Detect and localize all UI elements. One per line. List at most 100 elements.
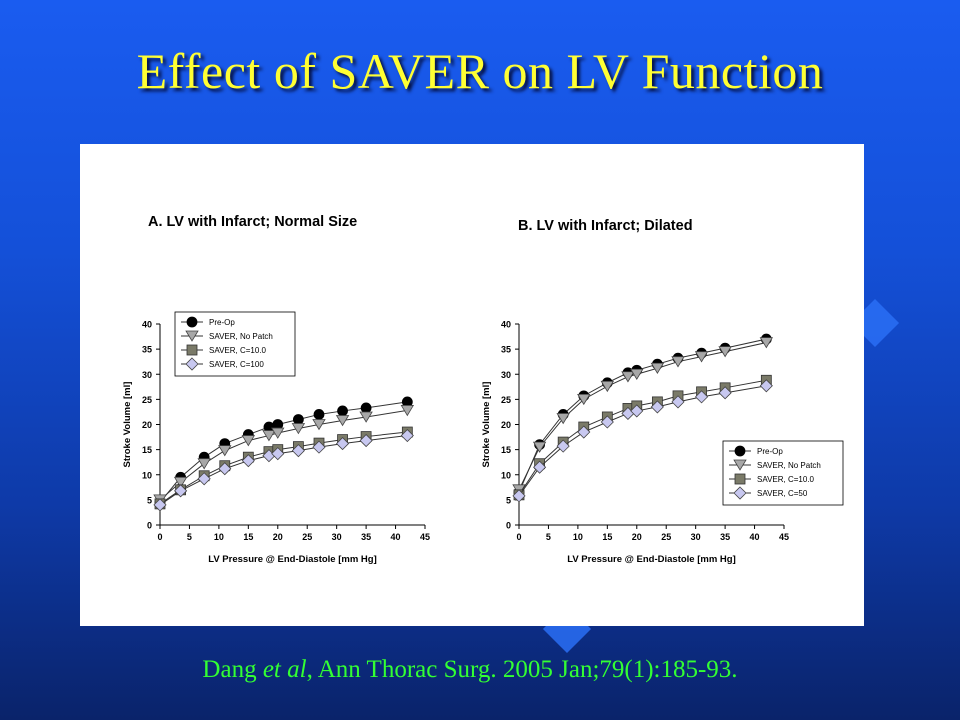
chart-a-data-point: [400, 428, 414, 443]
citation-authors: Dang: [202, 656, 263, 683]
chart-a-data-point: [335, 415, 350, 427]
chart-b-data-point: [650, 400, 664, 414]
chart-b-legend-label: Pre-Op: [757, 447, 783, 456]
chart-b-x-tick-label: 35: [720, 532, 730, 542]
slide-title: Effect of SAVER on LV Function: [136, 43, 824, 99]
chart-b-x-tick-label: 40: [750, 532, 760, 542]
chart-a-data-point: [262, 430, 276, 442]
chart-b-data-point: [671, 356, 685, 368]
chart-b-x-tick-label: 15: [602, 532, 612, 542]
chart-a-data-point: [359, 411, 373, 423]
chart-a-series-line: [159, 401, 408, 503]
chart-a-y-tick-label: 40: [142, 320, 152, 330]
chart-b-data-point: [718, 386, 732, 400]
chart-b-y-tick-label: 0: [506, 521, 511, 531]
chart-a-y-tick-label: 0: [147, 521, 152, 531]
chart-b-data-point: [694, 390, 709, 404]
chart-b-x-tick-label: 25: [661, 532, 671, 542]
chart-b-x-tick-label: 5: [546, 532, 551, 542]
chart-b-y-tick-label: 30: [501, 370, 511, 380]
chart-b-y-tick-label: 25: [501, 395, 511, 405]
chart-a-y-tick-label: 35: [142, 345, 152, 355]
figure-panel: A. LV with Infarct; Normal Size 0 5 10 15 20 2…: [80, 144, 864, 626]
chart-b-legend-marker: [733, 459, 747, 471]
chart-a-legend-marker: [186, 316, 198, 328]
chart-a-legend-marker: [185, 357, 199, 371]
chart-b-data-point: [759, 379, 773, 393]
chart-a-data-point: [197, 472, 211, 486]
chart-b-x-tick-label: 45: [779, 532, 789, 542]
chart-b-legend-label: SAVER, No Patch: [757, 461, 821, 470]
chart-a-x-tick-label: 5: [187, 532, 192, 542]
chart-a-legend-label: SAVER, C=10.0: [209, 346, 267, 355]
chart-a-data-point: [197, 458, 211, 470]
chart-a-data-point: [241, 435, 256, 447]
chart-a-data-point: [292, 414, 304, 425]
chart-a-y-tick-label: 10: [142, 470, 152, 480]
chart-b-legend-marker: [734, 473, 746, 485]
chart-b-y-tick-label: 40: [501, 320, 511, 330]
chart-b-y-label: Stroke Volume [ml]: [481, 382, 492, 468]
chart-b-x-tick-label: 10: [573, 532, 583, 542]
chart-b-x-tick-label: 20: [632, 532, 642, 542]
chart-a-series-line: [159, 409, 408, 501]
chart-a-x-tick-label: 15: [243, 532, 253, 542]
chart-a-data-point: [400, 405, 415, 417]
chart-a-x-tick-label: 35: [361, 532, 371, 542]
chart-a-y-tick-label: 5: [147, 495, 152, 505]
chart-a-y-tick-label: 30: [142, 370, 152, 380]
chart-a-data-point: [312, 440, 326, 454]
chart-b-data-point: [650, 362, 665, 374]
chart-b-y-tick-label: 35: [501, 345, 511, 355]
chart-a-x-tick-label: 25: [302, 532, 312, 542]
chart-a-data-point: [359, 434, 373, 448]
chart-a-x-tick-label: 40: [391, 532, 401, 542]
chart-b-legend-marker: [733, 486, 747, 500]
chart-a-series-line: [159, 435, 408, 506]
chart-a-legend-label: SAVER, C=100: [209, 360, 264, 369]
chart-a-title: A. LV with Infarct; Normal Size: [148, 214, 357, 230]
chart-a-x-tick-label: 0: [157, 532, 162, 542]
citation-etal: et al: [262, 656, 307, 683]
chart-a-data-point: [360, 402, 372, 414]
chart-b-data-point: [759, 337, 774, 349]
chart-a-x-tick-label: 10: [214, 532, 224, 542]
chart-b-data-point: [577, 393, 591, 406]
chart-b-x-tick-label: 30: [691, 532, 701, 542]
chart-b-data-point: [556, 413, 570, 425]
chart-b-title: B. LV with Infarct; Dilated: [518, 218, 693, 234]
chart-b-y-tick-label: 10: [501, 470, 511, 480]
chart-a-data-point: [153, 498, 167, 512]
citation-journal: , Ann Thorac Surg. 2005 Jan;79(1):185-93…: [306, 656, 738, 683]
citation: Dang et al, Ann Thorac Surg. 2005 Jan;79…: [0, 656, 940, 684]
chart-b-x-label: LV Pressure @ End-Diastole [mm Hg]: [567, 554, 736, 565]
chart-figure: A. LV with Infarct; Normal Size 0 5 10 15 20 2…: [122, 214, 844, 565]
chart-b-data-point: [630, 404, 644, 418]
chart-a-data-point: [174, 484, 188, 498]
chart-a-data-point: [218, 462, 232, 476]
chart-b-data-point: [600, 415, 614, 429]
chart-a-y-tick-label: 25: [142, 395, 152, 405]
chart-b-data-point: [718, 346, 732, 358]
chart-a-data-point: [271, 427, 285, 439]
chart-a-data-point: [312, 419, 326, 431]
chart-a-x-tick-label: 20: [273, 532, 283, 542]
chart-a-data-point: [313, 409, 325, 420]
chart-b-data-point: [512, 489, 526, 503]
chart-a-data-point: [241, 454, 255, 468]
chart-a-x-tick-label: 30: [332, 532, 342, 542]
chart-a-y-tick-label: 15: [142, 445, 152, 455]
chart-a-legend-marker: [185, 330, 199, 342]
chart-a-x-tick-label: 45: [420, 532, 430, 542]
chart-a-data-point: [271, 447, 285, 461]
chart-b-data-point: [630, 368, 644, 381]
chart-a-data-point: [218, 445, 232, 457]
chart-a-legend-label: SAVER, No Patch: [209, 332, 273, 341]
chart-b-data-point: [577, 425, 591, 439]
chart-a-x-label: LV Pressure @ End-Diastole [mm Hg]: [208, 554, 377, 565]
chart-a-legend-label: Pre-Op: [209, 318, 235, 327]
chart-a-legend-marker: [186, 344, 198, 356]
chart-b-y-tick-label: 5: [506, 495, 511, 505]
chart-a-data-point: [337, 405, 348, 417]
chart-b-data-point: [621, 371, 635, 383]
